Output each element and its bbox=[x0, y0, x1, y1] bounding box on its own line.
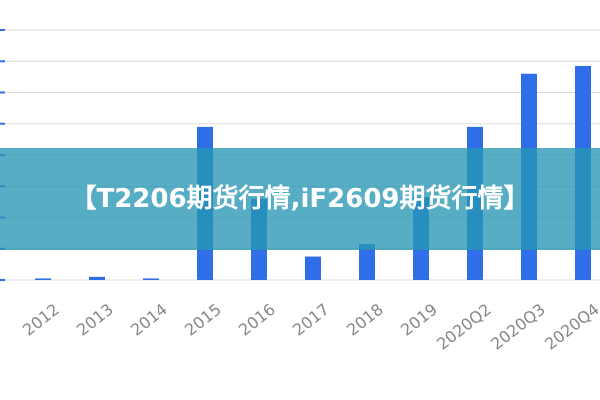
bar bbox=[89, 276, 105, 280]
x-tick-label: 2015 bbox=[181, 300, 225, 340]
x-tick-label: 2020Q4 bbox=[541, 300, 600, 354]
x-tick-label: 2012 bbox=[19, 300, 63, 340]
bar bbox=[143, 278, 159, 280]
x-tick-label: 2016 bbox=[235, 300, 279, 340]
x-tick-label: 2020Q2 bbox=[433, 300, 495, 354]
bar bbox=[35, 278, 51, 280]
x-tick-label: 2017 bbox=[289, 300, 333, 340]
x-tick-label: 2019 bbox=[397, 300, 441, 340]
x-tick-label: 2014 bbox=[127, 300, 171, 340]
banner: 【T2206期货行情,iF2609期货行情】 bbox=[0, 148, 600, 250]
x-tick-label: 2020Q3 bbox=[487, 300, 549, 354]
x-tick-label: 2013 bbox=[73, 300, 117, 340]
bar bbox=[359, 244, 375, 280]
bar bbox=[305, 256, 321, 280]
banner-text: 【T2206期货行情,iF2609期货行情】 bbox=[70, 184, 530, 214]
x-tick-label: 2018 bbox=[343, 300, 387, 340]
